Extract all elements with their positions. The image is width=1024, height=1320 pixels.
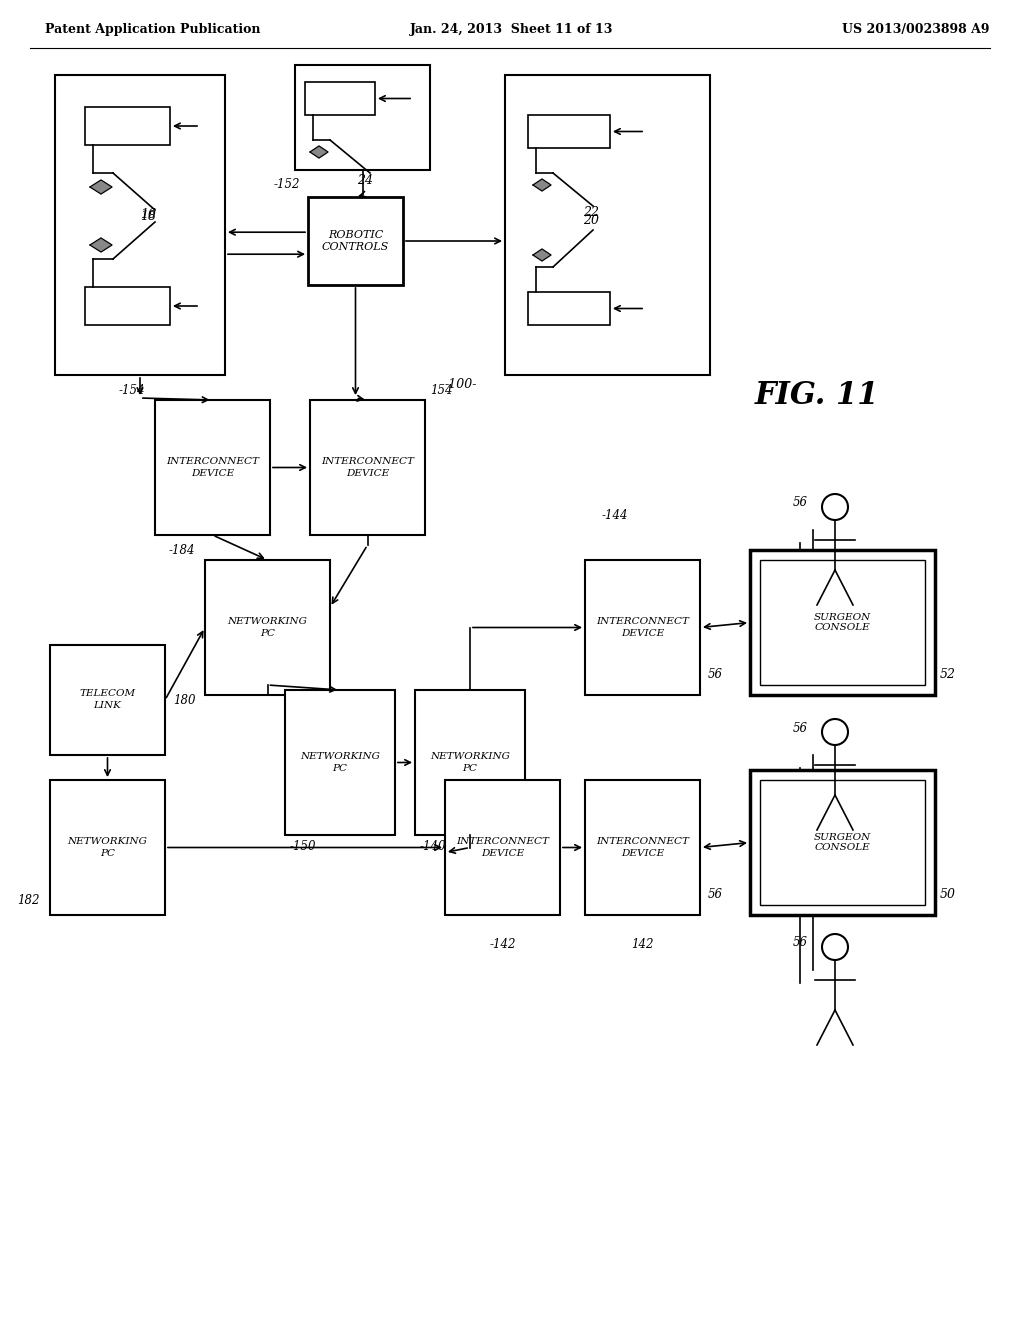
- Bar: [85, 107, 170, 145]
- Text: INTERCONNECT: INTERCONNECT: [596, 616, 689, 626]
- Text: -140: -140: [420, 841, 446, 854]
- Bar: [528, 115, 610, 148]
- Bar: [308, 197, 403, 285]
- Text: DEVICE: DEVICE: [346, 469, 389, 478]
- Text: DEVICE: DEVICE: [621, 630, 665, 638]
- Text: 56: 56: [708, 668, 723, 681]
- Text: PC: PC: [100, 849, 115, 858]
- Bar: [760, 560, 925, 685]
- Text: NETWORKING: NETWORKING: [68, 837, 147, 846]
- Text: DEVICE: DEVICE: [481, 849, 524, 858]
- Polygon shape: [90, 238, 112, 252]
- Text: 16: 16: [140, 209, 156, 222]
- Text: FIG. 11: FIG. 11: [755, 380, 880, 411]
- Text: 24: 24: [357, 173, 373, 186]
- Bar: [585, 560, 700, 696]
- Text: 56: 56: [793, 936, 808, 949]
- Bar: [295, 65, 430, 170]
- Polygon shape: [90, 180, 112, 194]
- Text: -142: -142: [489, 939, 516, 952]
- Text: NETWORKING: NETWORKING: [300, 752, 380, 762]
- Text: Patent Application Publication: Patent Application Publication: [45, 22, 260, 36]
- Text: INTERCONNECT: INTERCONNECT: [322, 457, 414, 466]
- Bar: [750, 770, 935, 915]
- Text: 182: 182: [17, 894, 40, 907]
- Text: TELECOM: TELECOM: [80, 689, 135, 698]
- Text: CONTROLS: CONTROLS: [322, 243, 389, 252]
- Bar: [310, 400, 425, 535]
- Text: LINK: LINK: [93, 701, 122, 710]
- Bar: [285, 690, 395, 836]
- Text: SURGEON
CONSOLE: SURGEON CONSOLE: [814, 833, 871, 853]
- Text: PC: PC: [333, 764, 347, 774]
- Text: ROBOTIC: ROBOTIC: [328, 230, 383, 240]
- Text: 180: 180: [173, 693, 196, 706]
- Bar: [50, 780, 165, 915]
- Bar: [445, 780, 560, 915]
- Text: -150: -150: [290, 841, 316, 854]
- Text: 56: 56: [708, 888, 723, 902]
- Text: -184: -184: [169, 544, 195, 557]
- Bar: [750, 550, 935, 696]
- Text: DEVICE: DEVICE: [190, 469, 234, 478]
- Text: -144: -144: [602, 508, 629, 521]
- Text: 50: 50: [940, 888, 956, 902]
- Text: INTERCONNECT: INTERCONNECT: [456, 837, 549, 846]
- Polygon shape: [310, 147, 328, 158]
- Text: -152: -152: [273, 178, 300, 191]
- Bar: [155, 400, 270, 535]
- Text: 20: 20: [583, 214, 599, 227]
- Polygon shape: [534, 180, 551, 191]
- Bar: [505, 75, 710, 375]
- Text: NETWORKING: NETWORKING: [430, 752, 510, 762]
- Text: 56: 56: [793, 496, 808, 510]
- Text: 56: 56: [793, 722, 808, 734]
- Bar: [305, 82, 375, 115]
- Bar: [585, 780, 700, 915]
- Text: -154: -154: [119, 384, 145, 396]
- Text: 22: 22: [583, 206, 599, 219]
- Bar: [85, 286, 170, 325]
- Bar: [50, 645, 165, 755]
- Bar: [415, 690, 525, 836]
- Bar: [528, 292, 610, 325]
- Text: US 2013/0023898 A9: US 2013/0023898 A9: [843, 22, 990, 36]
- Text: SURGEON
CONSOLE: SURGEON CONSOLE: [814, 612, 871, 632]
- Text: -100-: -100-: [445, 379, 477, 392]
- Text: 18: 18: [140, 210, 156, 223]
- Text: NETWORKING: NETWORKING: [227, 616, 307, 626]
- Text: INTERCONNECT: INTERCONNECT: [166, 457, 259, 466]
- Text: 52: 52: [940, 668, 956, 681]
- Text: DEVICE: DEVICE: [621, 849, 665, 858]
- Text: INTERCONNECT: INTERCONNECT: [596, 837, 689, 846]
- Polygon shape: [534, 249, 551, 261]
- Text: 154: 154: [430, 384, 453, 396]
- Bar: [205, 560, 330, 696]
- Text: PC: PC: [463, 764, 477, 774]
- Text: PC: PC: [260, 630, 275, 638]
- Bar: [55, 75, 225, 375]
- Text: Jan. 24, 2013  Sheet 11 of 13: Jan. 24, 2013 Sheet 11 of 13: [411, 22, 613, 36]
- Text: 142: 142: [631, 939, 653, 952]
- Bar: [760, 780, 925, 906]
